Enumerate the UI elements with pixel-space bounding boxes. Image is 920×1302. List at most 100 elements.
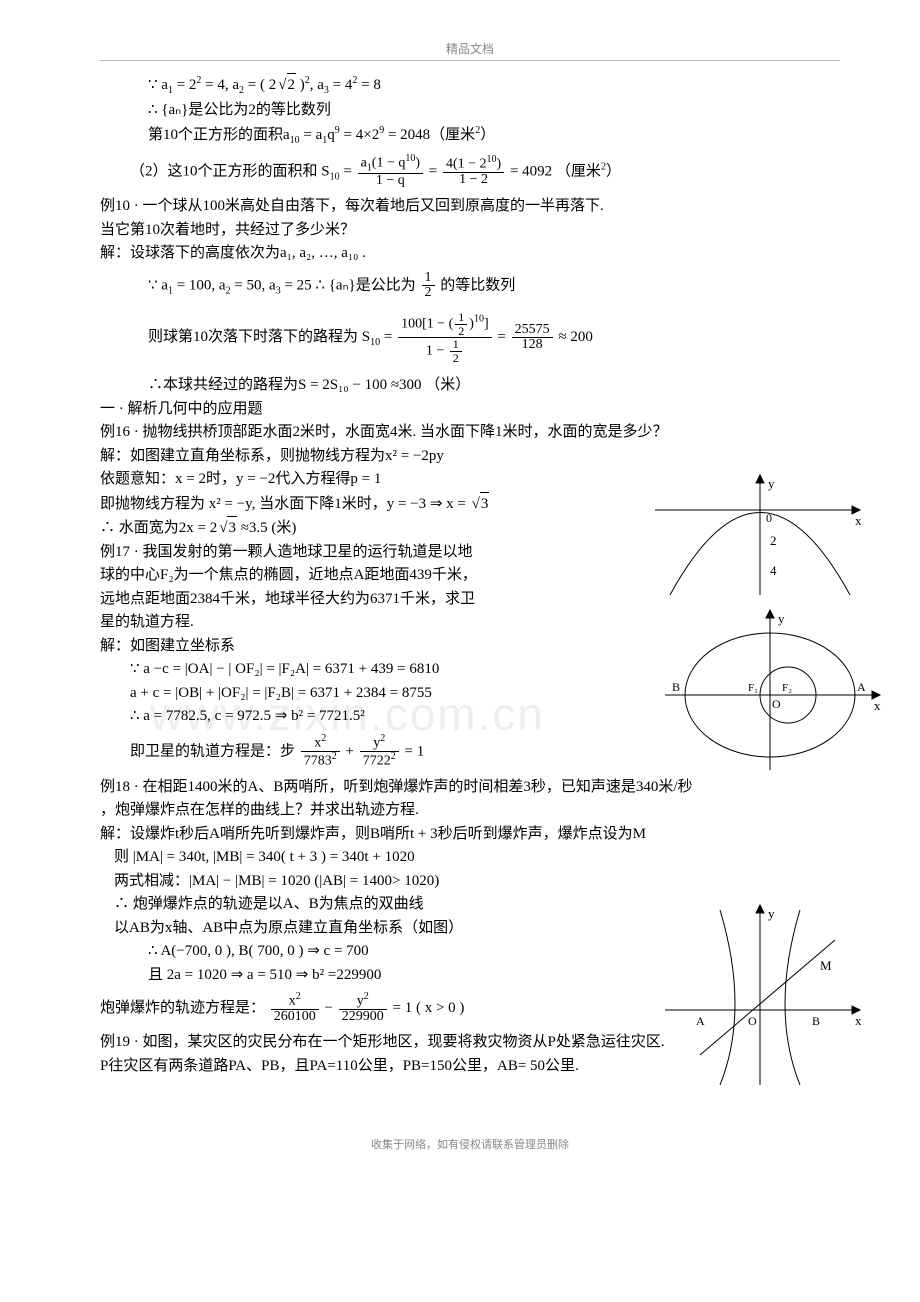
label-m: M [820, 958, 832, 973]
txt: 炮弹爆炸的轨迹方程是： [100, 1000, 265, 1016]
fraction: a1(1 − q10) 1 − q [358, 154, 423, 190]
txt: = 8 [357, 77, 380, 93]
fraction: y2 77222 [360, 734, 399, 770]
label-o: O [772, 697, 781, 711]
txt: 260100 [271, 1010, 319, 1025]
text-line: 则球第10次落下时落下的路程为 S10 = 100[1 − (12)10] 1 … [100, 311, 840, 364]
text-line: 两式相减：|MA| − |MB| = 1020 (|AB| = 1400> 10… [100, 870, 840, 893]
txt: 100[1 − ( [401, 316, 453, 331]
label-f1: F₁ [748, 682, 758, 694]
parabola-diagram: y x 0 2 4 [650, 470, 870, 600]
txt: ) [415, 155, 420, 170]
txt: = 100, a [173, 277, 226, 293]
txt: （2）这10个正方形的面积和 S [130, 163, 330, 179]
txt: ∵ a [148, 277, 168, 293]
txt: = 2048（厘米 [384, 127, 475, 143]
txt: x [289, 994, 296, 1009]
txt: 4(1 − 2 [446, 156, 487, 171]
txt: 3 [227, 516, 237, 540]
fraction: 12 [422, 271, 435, 301]
txt: ) [497, 156, 502, 171]
text-line: 解：如图建立直角坐标系，则抛物线方程为x² = −2py [100, 445, 840, 468]
txt: , a [310, 77, 324, 93]
txt: = [340, 163, 356, 179]
txt: 25575 [512, 323, 553, 339]
text-line: 一 · 解析几何中的应用题 [100, 398, 840, 421]
fraction: 100[1 − (12)10] 1 − 12 [398, 311, 492, 364]
x-axis-label: x [855, 513, 862, 528]
txt: 第10个正方形的面积a [148, 127, 290, 143]
txt: = 4092 （厘米 [510, 163, 601, 179]
txt: = [497, 329, 509, 345]
hyperbola-diagram: y x A B O M [660, 900, 870, 1090]
text-line: 解：设球落下的高度依次为a₁, a₂, …, a₁₀ . [100, 242, 840, 265]
label-b: B [812, 1014, 820, 1028]
x-axis-label: x [855, 1013, 862, 1028]
txt: y [357, 994, 364, 1009]
txt: ≈ 200 [558, 329, 592, 345]
y-axis-label: y [768, 906, 775, 921]
x-axis-label: x [874, 698, 881, 713]
text-line: 第10个正方形的面积a10 = a1q9 = 4×29 = 2048（厘米2） [100, 123, 840, 148]
text-line: 例16 · 抛物线拱桥顶部距水面2米时，水面宽4米. 当水面下降1米时，水面的宽… [100, 421, 840, 444]
label-b: B [672, 680, 680, 694]
txt: 2 [287, 73, 297, 97]
txt: = 4, a [201, 77, 239, 93]
label-a: A [857, 680, 866, 694]
txt: q [327, 127, 335, 143]
text-line: 则 |MA| = 340t, |MB| = 340( t + 3 ) = 340… [100, 846, 840, 869]
txt: = [380, 329, 396, 345]
txt: = 4×2 [340, 127, 379, 143]
txt: ) [296, 77, 305, 93]
text-line: 例18 · 在相距1400米的A、B两哨所，听到炮弹爆炸声的时间相差3秒，已知声… [100, 776, 840, 799]
txt: = 50, a [231, 277, 276, 293]
page-footer: 收集于网络，如有侵权请联系管理员删除 [100, 1137, 840, 1154]
txt: 1 − 2 [443, 173, 504, 188]
tick-4: 4 [770, 563, 777, 578]
txt: (1 − q [372, 155, 406, 170]
txt: 1 − q [358, 174, 423, 189]
text-line: ∵ a1 = 22 = 4, a2 = ( 22 )2, a3 = 42 = 8 [100, 73, 840, 98]
txt: 即抛物线方程为 x² = −y, 当水面下降1米时，y = −3 ⇒ x = [100, 496, 470, 512]
page-header: 精品文档 [100, 40, 840, 61]
txt: 229900 [339, 1010, 387, 1025]
txt: ≈3.5 (米) [237, 520, 296, 536]
txt: 7783 [304, 754, 332, 769]
txt: − [325, 1000, 337, 1016]
y-axis-label: y [778, 611, 785, 626]
origin-label: 0 [766, 511, 772, 525]
txt: 7722 [363, 754, 391, 769]
txt: = a [300, 127, 323, 143]
fraction: 4(1 − 210) 1 − 2 [443, 155, 504, 188]
label-f2: F₂ [782, 682, 792, 694]
text-line: ，炮弹爆炸点在怎样的曲线上？并求出轨迹方程. [100, 799, 840, 822]
txt: + [346, 743, 358, 759]
fraction: x2 77832 [301, 734, 340, 770]
text-line: ∴本球共经过的路程为S = 2S₁₀ − 100 ≈300 （米） [100, 374, 840, 397]
txt: = [429, 163, 441, 179]
tick-2: 2 [770, 533, 777, 548]
txt: = ( 2 [244, 77, 276, 93]
txt: ） [606, 163, 621, 179]
txt: 即卫星的轨道方程是：步 [130, 743, 299, 759]
txt: ∴ 水面宽为2x = 2 [100, 520, 217, 536]
txt: 3 [480, 492, 490, 516]
txt: ） [480, 127, 495, 143]
fraction: 25575 128 [512, 323, 553, 353]
txt: = 1 ( x > 0 ) [392, 1000, 464, 1016]
txt: = 1 [404, 743, 424, 759]
txt: = 25 ∴ {aₙ}是公比为 [281, 277, 420, 293]
text-line: ∵ a1 = 100, a2 = 50, a3 = 25 ∴ {aₙ}是公比为 … [100, 271, 840, 301]
y-axis-label: y [768, 476, 775, 491]
text-line: 当它第10次着地时，共经过了多少米？ [100, 219, 840, 242]
txt: 128 [512, 338, 553, 353]
txt: 的等比数列 [440, 277, 515, 293]
text-line: 解：设爆炸t秒后A哨所先听到爆炸声，则B哨所t + 3秒后听到爆炸声，爆炸点设为… [100, 823, 840, 846]
fraction: y2 229900 [339, 992, 387, 1025]
txt: ] [484, 316, 489, 331]
text-line: ∴ {aₙ}是公比为2的等比数列 [100, 99, 840, 122]
label-o: O [748, 1014, 757, 1028]
text-line: （2）这10个正方形的面积和 S10 = a1(1 − q10) 1 − q =… [100, 154, 840, 190]
txt: 则球第10次落下时落下的路程为 S [148, 329, 370, 345]
label-a: A [696, 1014, 705, 1028]
